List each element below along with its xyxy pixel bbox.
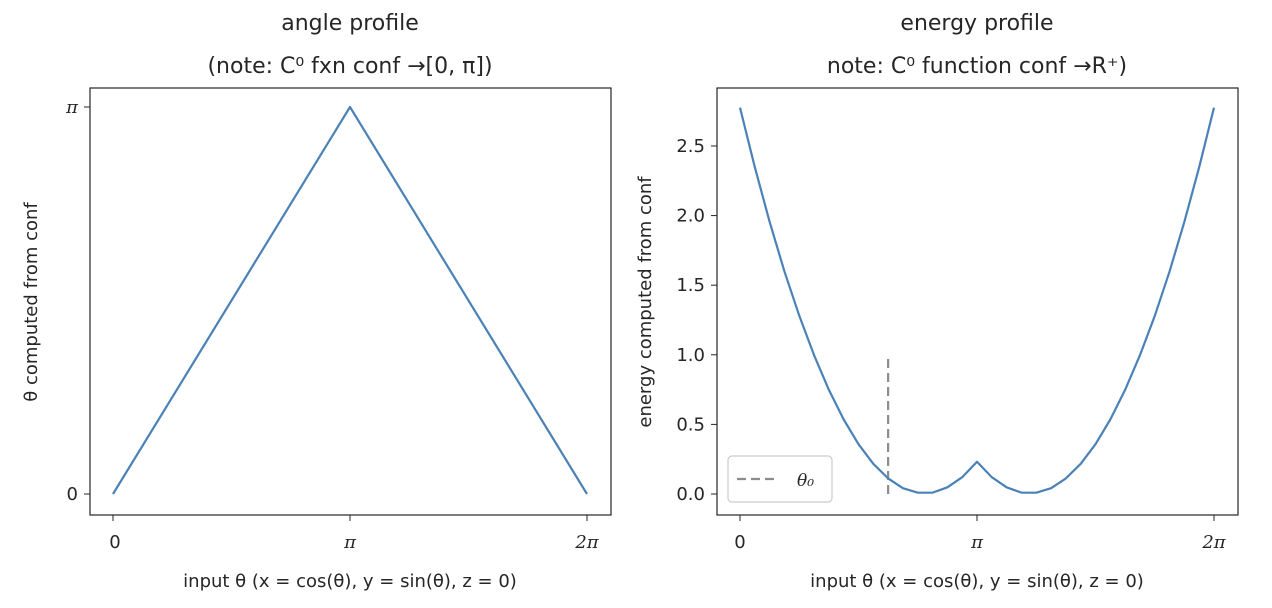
legend: θ₀ xyxy=(727,455,833,503)
x-tick-label: 0 xyxy=(734,532,745,553)
chart-subtitle: note: C⁰ function conf →R⁺) xyxy=(827,54,1127,79)
y-ticks: 0.0 0.5 1.0 1.5 2.0 2.5 xyxy=(676,136,717,505)
x-axis-label: input θ (x = cos(θ), y = sin(θ), z = 0) xyxy=(810,571,1144,592)
plot-area xyxy=(716,87,1239,516)
y-axis-label: θ computed from conf xyxy=(21,202,42,402)
angle-profile-chart: angle profile (note: C⁰ fxn conf →[0, π]… xyxy=(21,11,612,592)
y-tick-label: 0.5 xyxy=(676,414,705,435)
plot-area xyxy=(89,87,612,516)
legend-frame xyxy=(727,455,833,503)
chart-title: angle profile xyxy=(281,11,419,36)
energy-profile-chart: energy profile note: C⁰ function conf →R… xyxy=(635,11,1239,592)
chart-subtitle: (note: C⁰ fxn conf →[0, π]) xyxy=(207,54,492,79)
x-tick-label: 2π xyxy=(1201,532,1226,553)
y-tick-label: 0.0 xyxy=(676,484,705,505)
x-tick-label: 2π xyxy=(574,532,599,553)
y-tick-label: 2.5 xyxy=(676,136,705,157)
series-line xyxy=(112,105,588,495)
series-line xyxy=(738,107,1216,494)
x-tick-label: 0 xyxy=(109,532,120,553)
y-tick-label: π xyxy=(65,97,79,118)
chart-title: energy profile xyxy=(900,11,1053,36)
x-tick-label: π xyxy=(343,532,357,553)
x-tick-label: π xyxy=(970,532,984,553)
y-tick-label: 2.0 xyxy=(676,206,705,227)
y-axis-label: energy computed from conf xyxy=(635,176,656,428)
y-tick-label: 1.0 xyxy=(676,345,705,366)
y-tick-label: 0 xyxy=(67,484,78,505)
legend-label: θ₀ xyxy=(797,471,814,491)
x-axis-label: input θ (x = cos(θ), y = sin(θ), z = 0) xyxy=(183,571,517,592)
y-tick-label: 1.5 xyxy=(676,275,705,296)
